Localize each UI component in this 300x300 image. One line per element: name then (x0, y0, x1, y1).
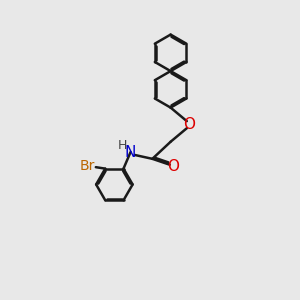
Text: Br: Br (80, 159, 95, 173)
Text: N: N (125, 145, 136, 160)
Text: H: H (118, 139, 127, 152)
Text: O: O (183, 117, 195, 132)
Text: O: O (168, 159, 180, 174)
